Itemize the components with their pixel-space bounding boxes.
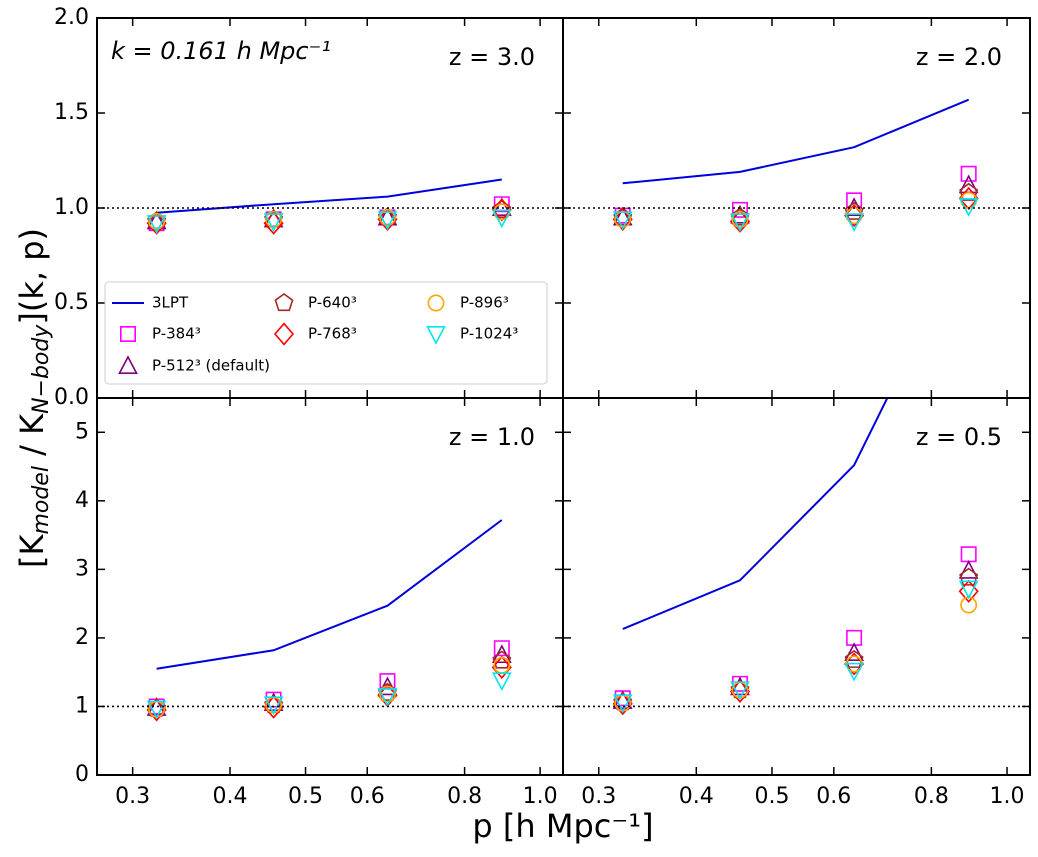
marker — [730, 681, 750, 701]
y-tick-label: 0 — [75, 762, 89, 787]
marker — [263, 213, 284, 233]
legend-label: P-896³ — [460, 294, 509, 312]
y-axis-label: [Kmodel / KN−body](k, p) — [13, 228, 54, 568]
marker — [958, 580, 979, 600]
legend-label: P-640³ — [308, 294, 357, 312]
marker — [377, 211, 398, 231]
legend-box — [104, 281, 548, 385]
marker — [146, 700, 167, 720]
y-tick-label: 0.0 — [54, 385, 89, 410]
x-tick-label: 0.3 — [581, 784, 616, 809]
x-tick-label: 1.0 — [523, 784, 558, 809]
marker — [491, 672, 512, 692]
marker — [844, 213, 864, 233]
plot-area — [146, 178, 512, 235]
marker — [491, 197, 512, 216]
marker — [492, 199, 512, 218]
marker — [960, 165, 977, 182]
x-tick-label: 1.0 — [990, 784, 1025, 809]
annotation: z = 3.0 — [449, 43, 535, 71]
marker — [146, 215, 167, 234]
x-tick-label: 0.8 — [447, 784, 482, 809]
marker — [959, 182, 979, 201]
legend-marker — [273, 322, 295, 346]
annotation: z = 1.0 — [449, 423, 535, 451]
plot-area — [146, 519, 512, 722]
legend-label: P-768³ — [308, 325, 357, 343]
marker — [844, 197, 864, 216]
y-label-part: / K — [13, 413, 51, 466]
marker — [844, 662, 864, 682]
marker — [379, 685, 396, 703]
annotation: z = 0.5 — [916, 423, 1002, 451]
marker — [846, 629, 863, 646]
x-tick-label: 0.3 — [115, 784, 150, 809]
marker — [958, 198, 979, 217]
y-tick-label: 5 — [75, 419, 89, 444]
marker — [492, 650, 512, 669]
y-label-part: [K — [13, 534, 51, 568]
marker — [959, 567, 979, 586]
marker — [265, 210, 283, 228]
y-tick-label: 1.5 — [54, 100, 89, 125]
marker — [844, 642, 864, 661]
y-label-part: model — [29, 466, 54, 535]
marker — [612, 211, 633, 231]
y-tick-label: 1 — [75, 693, 89, 718]
marker — [148, 212, 166, 230]
y-tick-label: 1.0 — [54, 195, 89, 220]
legend-marker — [120, 325, 136, 343]
marker — [377, 688, 398, 707]
plot-area — [612, 398, 979, 716]
x-tick-label: 0.4 — [213, 784, 248, 809]
marker — [612, 690, 633, 709]
marker — [491, 655, 512, 679]
line — [622, 98, 970, 185]
legend-marker — [426, 325, 446, 345]
legend-label: 3LPT — [152, 294, 189, 312]
x-tick-label: 0.5 — [288, 784, 323, 809]
x-tick-label: 0.4 — [679, 784, 714, 809]
marker — [958, 560, 979, 579]
marker — [844, 649, 864, 668]
line — [622, 398, 889, 630]
marker — [491, 209, 512, 229]
y-tick-label: 3 — [75, 556, 89, 581]
x-tick-label: 0.6 — [816, 784, 851, 809]
line — [156, 519, 503, 670]
y-tick-label: 2 — [75, 625, 89, 650]
legend-label: P-384³ — [152, 325, 201, 343]
line — [156, 178, 502, 214]
x-axis-label: p [h Mpc⁻¹] — [472, 807, 653, 845]
marker — [730, 213, 750, 233]
legend-marker — [274, 293, 294, 312]
marker — [731, 210, 749, 228]
legend-marker — [427, 294, 445, 312]
marker — [493, 640, 510, 657]
plot-area — [612, 98, 979, 233]
y-label-part: N−body — [29, 324, 54, 414]
legend-label: P-512³ (default) — [152, 357, 270, 375]
x-tick-label: 0.8 — [914, 784, 949, 809]
marker — [612, 694, 633, 714]
x-tick-label: 0.5 — [754, 784, 789, 809]
x-tick-label: 0.6 — [350, 784, 385, 809]
y-tick-label: 2.0 — [54, 5, 89, 30]
frame — [562, 397, 1031, 776]
annotation: k = 0.161 h Mpc⁻¹ — [111, 37, 331, 65]
marker — [263, 696, 284, 716]
frame — [96, 397, 564, 776]
y-tick-label: 0.5 — [54, 290, 89, 315]
marker — [960, 546, 977, 563]
marker — [379, 209, 396, 226]
y-label-part: ](k, p) — [13, 228, 51, 325]
legend-label: P-1024³ — [460, 325, 518, 343]
marker — [960, 596, 978, 614]
annotation: z = 2.0 — [916, 43, 1002, 71]
y-tick-label: 4 — [75, 488, 89, 513]
legend-marker — [118, 355, 138, 375]
marker — [844, 201, 864, 220]
